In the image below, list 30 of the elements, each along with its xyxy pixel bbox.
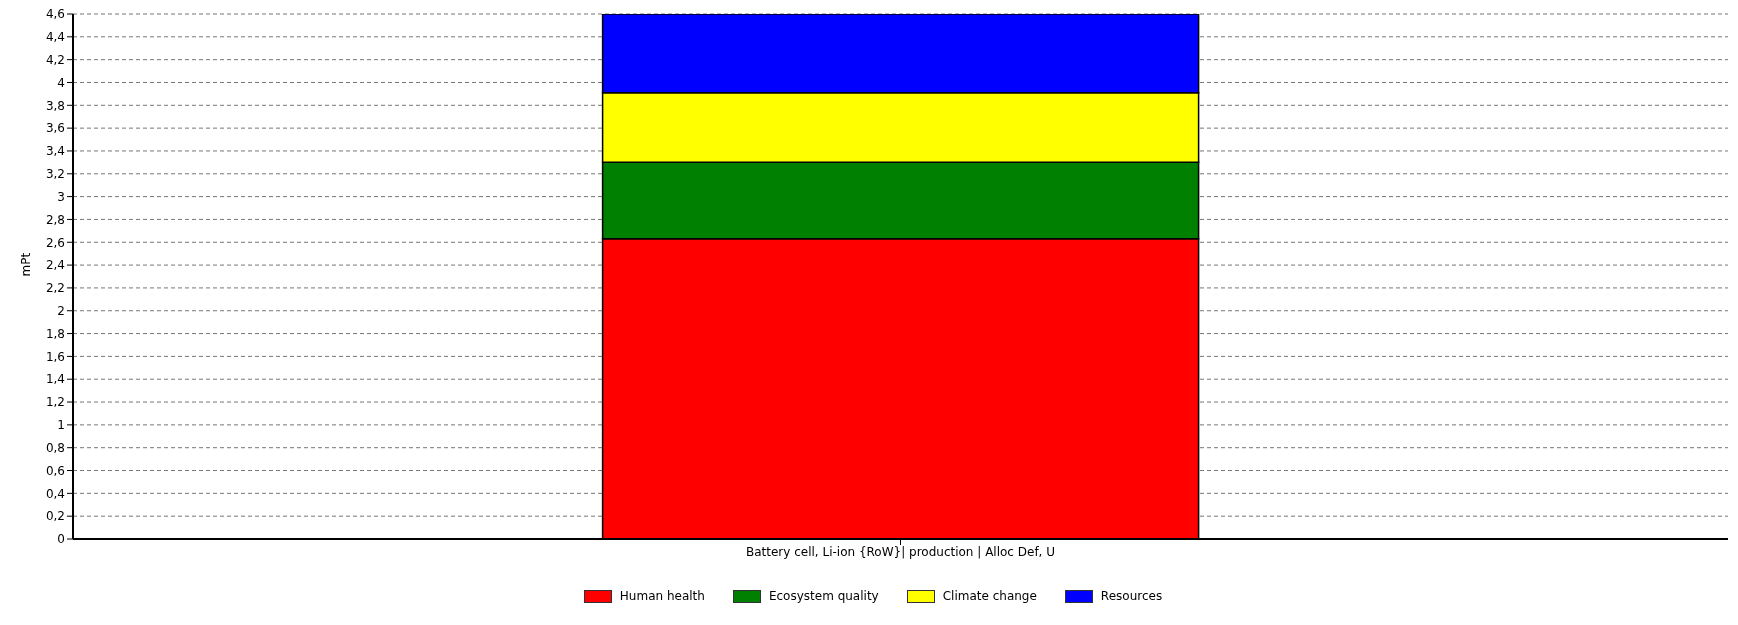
y-axis-title: mPt [19,252,34,277]
legend-label: Ecosystem quality [768,589,879,603]
legend-label: Human health [619,589,705,603]
y-tick-label: 3 [57,189,65,204]
y-tick-label: 0,2 [45,509,65,524]
y-tick-label: 3,8 [45,98,65,113]
y-tick-label: 4,6 [45,7,65,22]
y-tick-label: 1,4 [45,372,65,387]
y-tick-label: 2,2 [45,281,65,296]
y-tick-label: 4 [57,75,65,90]
y-tick-label: 2,6 [45,235,65,250]
x-tick-label: Battery cell, Li-ion {RoW}| production | Alloc Def, U [745,544,1056,559]
y-tick-label: 0 [57,532,65,547]
y-tick-label: 2,8 [45,212,65,227]
y-tick-label: 3,6 [45,121,65,136]
legend-label: Resources [1100,589,1163,603]
y-tick-label: 0,6 [45,463,65,478]
y-tick-label: 0,4 [45,486,65,501]
y-tick-label: 1 [57,418,65,433]
y-tick-label: 1,8 [45,326,65,341]
legend-label: Climate change [942,589,1037,603]
y-tick-label: 3,4 [45,144,65,159]
y-tick-label: 1,6 [45,349,65,364]
y-tick-label: 4,4 [45,30,65,45]
y-tick-label: 3,2 [45,167,65,182]
y-tick-label: 2,4 [45,258,65,273]
y-tick-label: 0,8 [45,440,65,455]
y-tick-label: 4,2 [45,52,65,67]
y-tick-label: 2 [57,304,65,318]
y-tick-label: 1,2 [45,395,65,410]
